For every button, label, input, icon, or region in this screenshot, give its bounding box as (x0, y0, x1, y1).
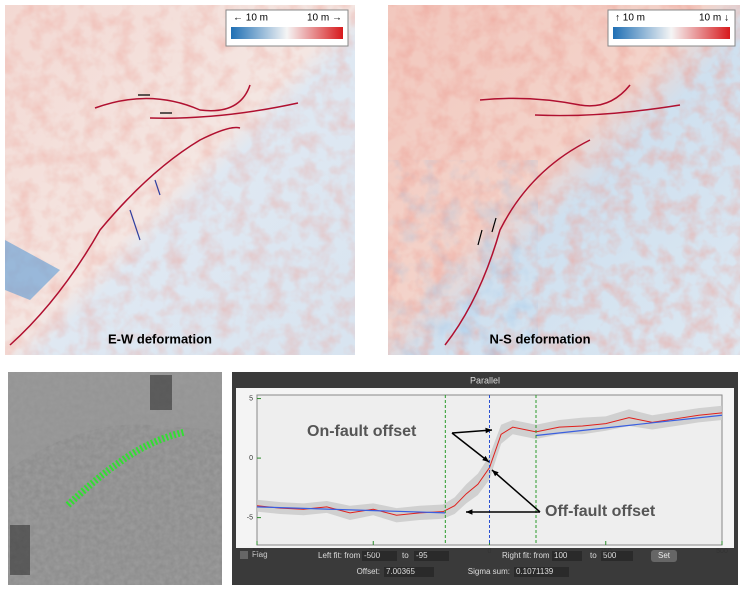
colorbar-left: ← 10 m (233, 13, 268, 24)
ns-map: ↑ 10 m 10 m ↓ N-S deformation (388, 5, 740, 355)
arrow (491, 469, 541, 513)
x-tick-label: 500 (716, 548, 728, 555)
x-tick-label: -500 (250, 548, 264, 555)
x-tick-label: 250 (600, 548, 612, 555)
panel-label: N-S deformation (489, 331, 590, 346)
input[interactable] (552, 551, 582, 561)
gray-image (8, 372, 222, 585)
arrow (451, 429, 493, 434)
control-label: Offset: (357, 567, 380, 576)
colorbar-left: ↑ 10 m (615, 13, 645, 24)
output-value: 0.1071139 (516, 567, 554, 576)
flag-label: Flag (252, 550, 268, 559)
input[interactable] (414, 551, 449, 561)
x-tick-label: 0 (488, 548, 492, 555)
button-label: Set (658, 551, 671, 560)
plot-window: Parallel Flag Left fit: from -500 to -95… (232, 372, 738, 585)
annotation: On-fault offset (307, 423, 417, 440)
output (384, 567, 434, 577)
input[interactable] (362, 551, 397, 561)
input-value: 500 (603, 551, 617, 560)
set-button[interactable] (651, 550, 677, 562)
output (514, 567, 569, 577)
error-band (257, 405, 722, 523)
input[interactable] (601, 551, 633, 561)
annotation: Off-fault offset (545, 503, 656, 520)
arrow-head (485, 427, 492, 434)
x-tick-label: -250 (366, 548, 380, 555)
control-label: Left fit: from (318, 551, 361, 560)
arrow (451, 432, 490, 463)
control-label: Right fit: from (502, 551, 550, 560)
fit-line (535, 414, 723, 437)
control-label: Sigma sum: (468, 567, 510, 576)
input-value: -95 (416, 551, 428, 560)
colorbar-right: 10 m ↓ (699, 13, 729, 24)
colorbar-right: 10 m → (307, 13, 342, 24)
y-tick-label: 0 (249, 455, 253, 462)
flag-checkbox[interactable] (240, 551, 248, 559)
y-tick-label: 5 (249, 395, 253, 402)
output-value: 7.00365 (386, 567, 415, 576)
input-value: -500 (364, 551, 381, 560)
panel-label: E-W deformation (108, 331, 212, 346)
fit-line (256, 506, 446, 514)
arrow-head (466, 509, 473, 515)
arrow-head (492, 470, 499, 477)
window-title: Parallel (470, 375, 500, 385)
control-label: to (402, 551, 409, 560)
input-value: 100 (554, 551, 568, 560)
arrow-head (482, 455, 489, 462)
ew-map: ← 10 m 10 m → E-W deformation (5, 5, 355, 355)
y-tick-label: -5 (247, 514, 253, 521)
control-label: to (590, 551, 597, 560)
